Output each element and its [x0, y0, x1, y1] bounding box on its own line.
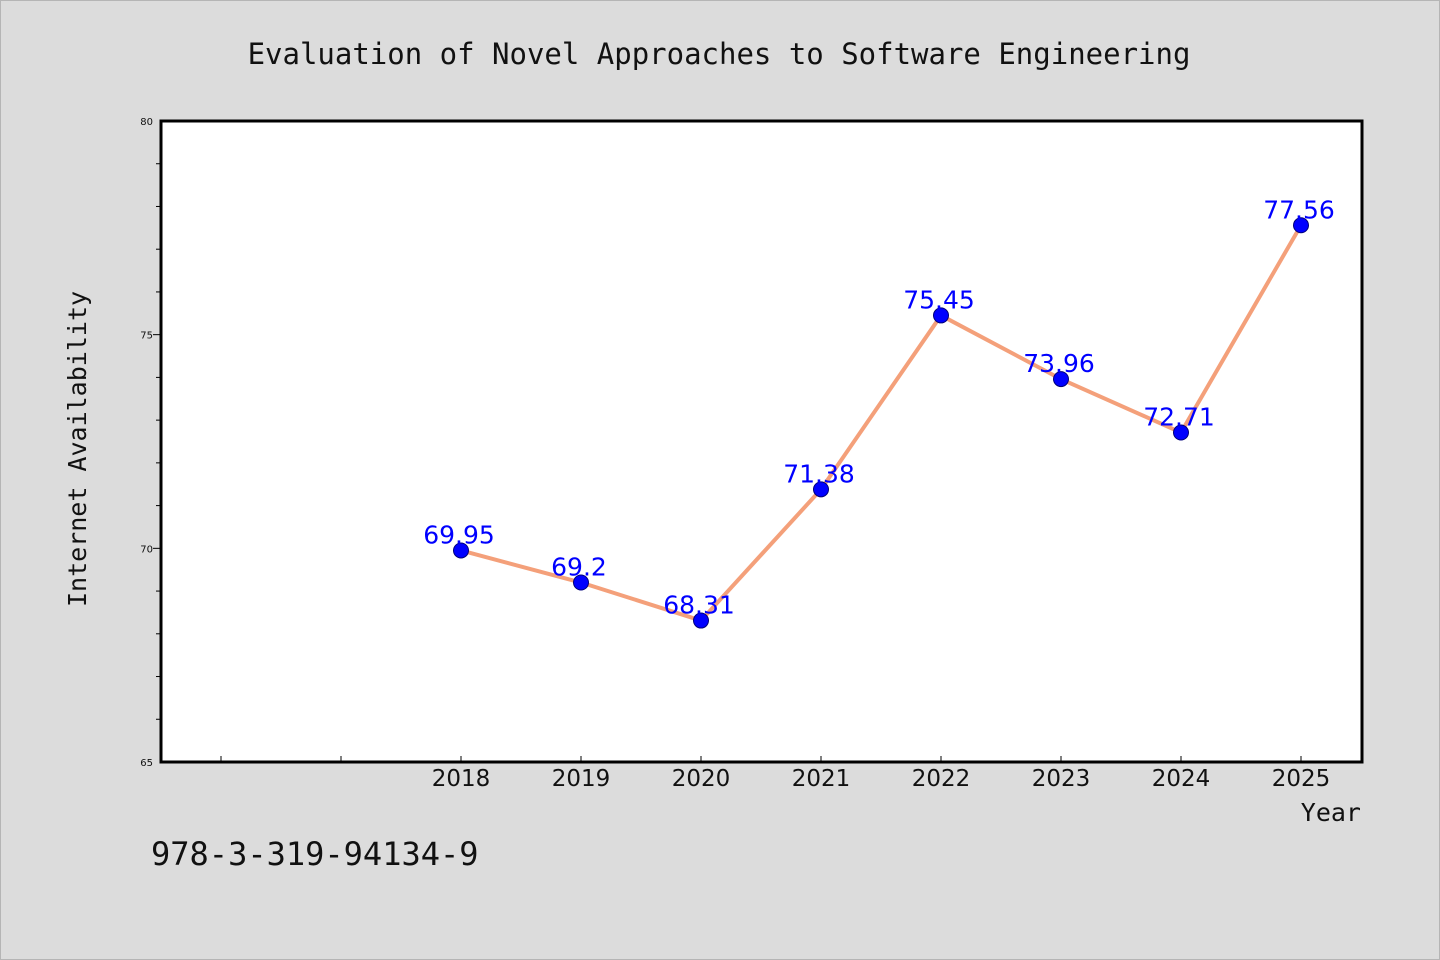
y-tick-label: 80	[140, 117, 153, 128]
data-point	[1173, 424, 1189, 441]
y-tick-label: 65	[140, 758, 153, 769]
data-point	[933, 307, 949, 324]
x-tick-label: 2022	[912, 766, 971, 792]
x-tick-label: 2018	[432, 766, 491, 792]
data-label: 72.71	[1143, 403, 1215, 432]
data-label: 69.95	[423, 520, 495, 549]
chart-title: Evaluation of Novel Approaches to Softwa…	[248, 37, 1191, 71]
data-point	[573, 574, 589, 591]
y-tick-label: 70	[140, 544, 153, 555]
isbn-text: 978-3-319-94134-9	[151, 835, 479, 873]
data-label: 68.31	[663, 591, 735, 620]
data-point	[1053, 371, 1069, 388]
data-point	[1293, 217, 1309, 234]
data-point	[453, 542, 469, 559]
y-minor-ticks	[153, 163, 161, 720]
x-tick-label: 2021	[792, 766, 851, 792]
data-label: 75.45	[903, 285, 975, 314]
x-axis-label: Year	[1301, 798, 1361, 827]
x-tick-label: 2020	[672, 766, 731, 792]
series-markers	[453, 217, 1309, 629]
series-line	[460, 224, 1303, 623]
y-tick-labels: 65 70 75 80	[140, 117, 153, 769]
data-labels: 69.95 69.2 68.31 71.38 75.45 73.96 72.71 77.56	[423, 195, 1335, 619]
y-axis-label: Internet Availability	[63, 291, 92, 607]
x-ticks	[220, 756, 1302, 762]
x-tick-label: 2019	[552, 766, 611, 792]
data-label: 69.2	[551, 553, 607, 582]
plot-area	[159, 119, 1364, 764]
x-tick-label: 2023	[1032, 766, 1091, 792]
x-tick-label: 2024	[1152, 766, 1211, 792]
data-point	[693, 612, 709, 629]
data-label: 71.38	[783, 459, 855, 488]
data-point	[813, 481, 829, 498]
y-tick-label: 75	[140, 331, 153, 342]
x-tick-label: 2025	[1272, 766, 1331, 792]
data-label: 77.56	[1263, 195, 1335, 224]
x-tick-labels: 2018 2019 2020 2021 2022 2023 2024 2025	[432, 766, 1331, 792]
data-label: 73.96	[1023, 349, 1095, 378]
